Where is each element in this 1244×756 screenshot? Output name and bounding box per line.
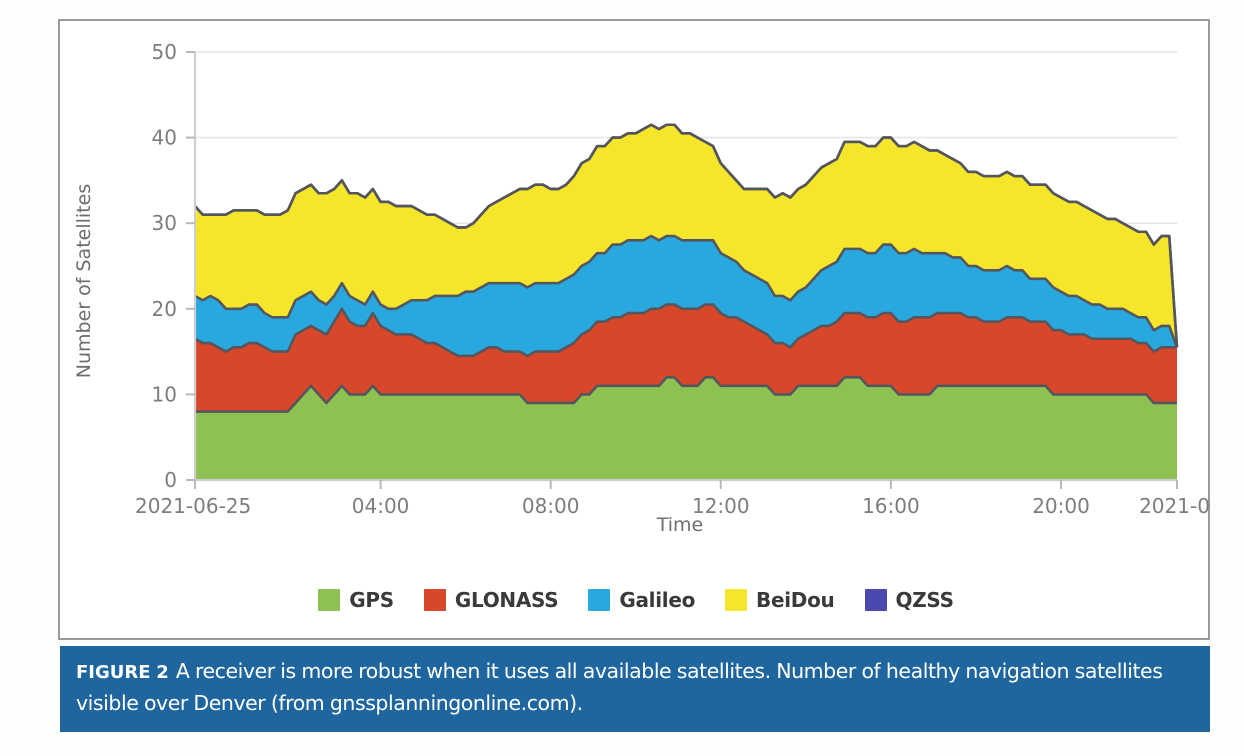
y-tick-label: 20 [152,297,177,321]
y-tick-label: 30 [152,211,177,235]
legend-item-qzss[interactable]: QZSS [864,588,955,612]
tick-label-layer: 0 10 20 30 40 50 2021-06-25 04:00 08:00 12:00 16:0… [135,40,1212,518]
area-series-glonass [195,304,1177,412]
x-tick-label: 08:00 [522,494,580,518]
stacked-area-chart: 0 10 20 30 40 50 2021-06-25 04:00 08:00 12:00 16:0… [73,40,1212,536]
area-series-gps [195,377,1177,480]
chart-panel: 0 10 20 30 40 50 2021-06-25 04:00 08:00 12:00 16:0… [58,19,1212,640]
y-tick-label: 0 [164,468,177,492]
series-outline-gps [195,375,1177,413]
legend-swatch-icon [725,589,748,611]
figure-number-label: FIGURE 2 [76,662,169,683]
legend-label: Galileo [619,588,696,612]
x-tick-label: 20:00 [1032,494,1090,518]
legend-item-beidou[interactable]: BeiDou [725,588,835,612]
x-tick-label: 12:00 [692,494,750,518]
axis-layer [186,51,1178,489]
series-outline-galileo [194,234,1179,348]
x-tick-label: 2021-0... [1139,494,1212,518]
figure-caption-body: A receiver is more robust when it uses a… [76,659,1163,715]
y-axis-title: Number of Satellites [73,184,95,378]
x-tick-label: 16:00 [862,494,920,518]
legend-label: BeiDou [756,588,835,612]
area-series-layer [195,124,1177,480]
series-outline-layer [194,123,1179,413]
y-tick-label: 50 [152,40,177,64]
y-tick-label: 10 [152,382,177,406]
legend-item-gps[interactable]: GPS [318,588,394,612]
x-tick-label: 2021-06-25 [135,494,251,518]
x-tick-label: 04:00 [352,494,410,518]
area-series-beidou [195,124,1177,348]
legend-swatch-icon [318,589,341,611]
chart-legend: GPS GLONASS Galileo BeiDou QZSS [60,577,1212,623]
legend-swatch-icon [864,589,887,611]
series-outline-glonass [194,303,1177,358]
legend-swatch-icon [588,589,611,611]
legend-item-glonass[interactable]: GLONASS [423,588,559,612]
legend-label: QZSS [895,588,955,612]
y-tick-label: 40 [152,126,177,150]
legend-item-galileo[interactable]: Galileo [588,588,695,612]
legend-label: GPS [349,588,394,612]
series-outline-qzss [194,123,1179,348]
x-axis-title: Time [656,514,704,536]
legend-label: GLONASS [454,588,559,612]
legend-swatch-icon [423,589,446,611]
area-series-galileo [195,236,1177,356]
